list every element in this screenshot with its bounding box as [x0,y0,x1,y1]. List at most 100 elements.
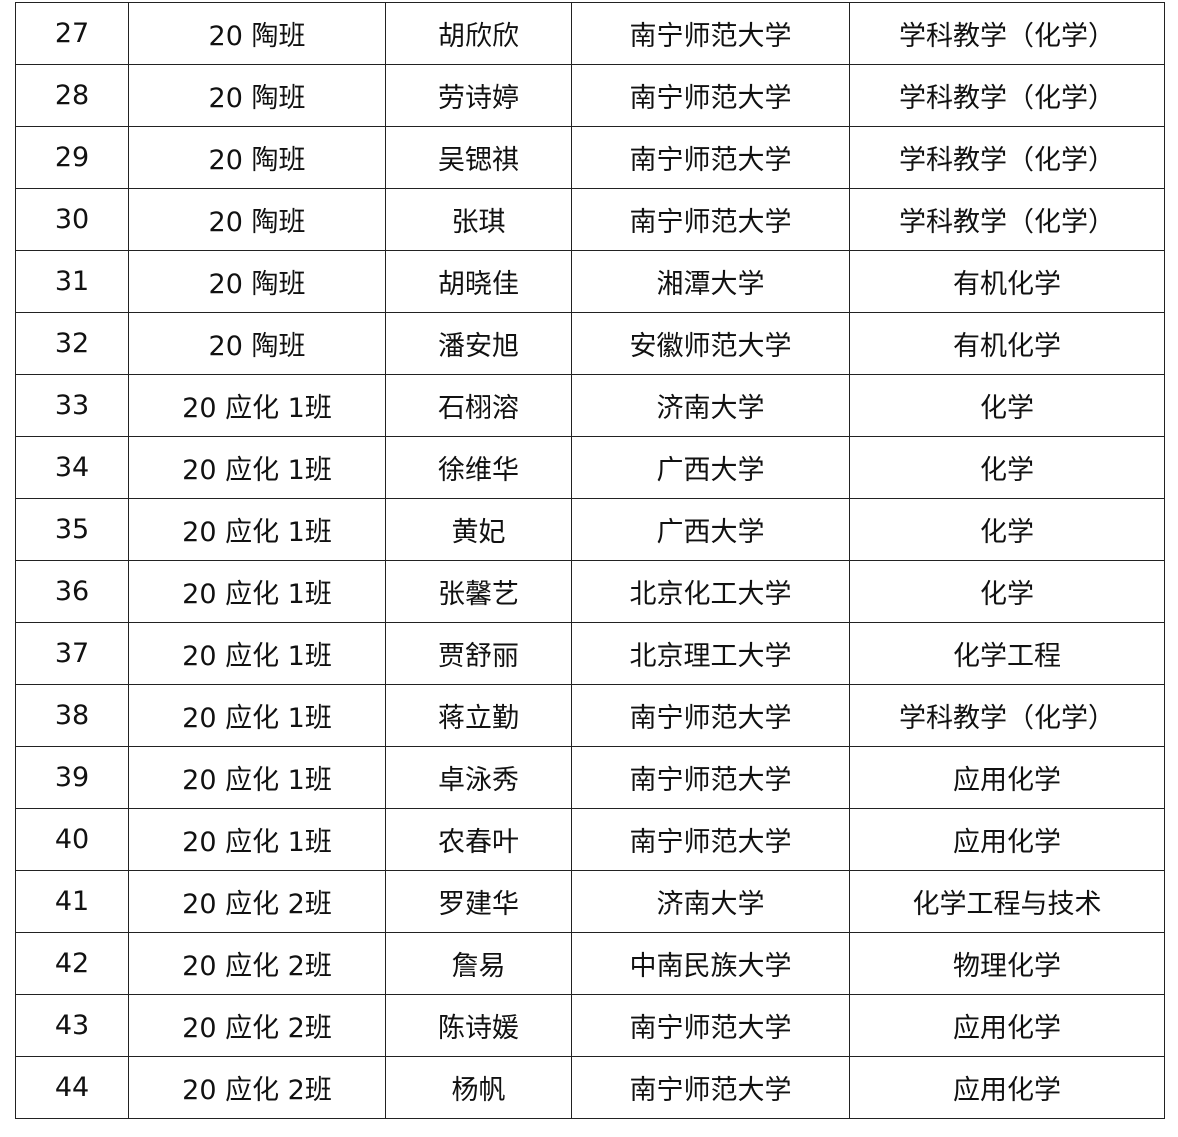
university-cell: 济南大学 [571,374,850,437]
row-number-cell: 31 [15,250,129,313]
class-name-cell: 20 陶班 [128,2,386,65]
table-row: 29 20 陶班 吴锶祺 南宁师范大学 学科教学（化学） [15,126,1165,189]
table-row: 28 20 陶班 劳诗婷 南宁师范大学 学科教学（化学） [15,64,1165,127]
table-row: 32 20 陶班 潘安旭 安徽师范大学 有机化学 [15,312,1165,375]
student-name-cell: 劳诗婷 [385,64,572,127]
table-row: 27 20 陶班 胡欣欣 南宁师范大学 学科教学（化学） [15,2,1165,65]
row-number-cell: 32 [15,312,129,375]
major-cell: 化学 [849,498,1165,561]
university-cell: 南宁师范大学 [571,746,850,809]
university-cell: 湘潭大学 [571,250,850,313]
row-number-cell: 30 [15,188,129,251]
row-number-cell: 35 [15,498,129,561]
row-number-cell: 28 [15,64,129,127]
row-number-cell: 34 [15,436,129,499]
university-cell: 南宁师范大学 [571,188,850,251]
class-name-cell: 20 应化 1班 [128,622,386,685]
major-cell: 化学 [849,374,1165,437]
university-cell: 安徽师范大学 [571,312,850,375]
student-name-cell: 卓泳秀 [385,746,572,809]
class-name-cell: 20 应化 2班 [128,870,386,933]
student-name-cell: 黄妃 [385,498,572,561]
class-name-cell: 20 应化 1班 [128,684,386,747]
student-name-cell: 石栩溶 [385,374,572,437]
major-cell: 化学工程 [849,622,1165,685]
row-number-cell: 42 [15,932,129,995]
table-row: 43 20 应化 2班 陈诗媛 南宁师范大学 应用化学 [15,994,1165,1057]
major-cell: 物理化学 [849,932,1165,995]
major-cell: 化学 [849,436,1165,499]
table-row: 37 20 应化 1班 贾舒丽 北京理工大学 化学工程 [15,622,1165,685]
table-row: 36 20 应化 1班 张馨艺 北京化工大学 化学 [15,560,1165,623]
student-name-cell: 吴锶祺 [385,126,572,189]
university-cell: 济南大学 [571,870,850,933]
class-name-cell: 20 陶班 [128,250,386,313]
major-cell: 化学 [849,560,1165,623]
row-number-cell: 41 [15,870,129,933]
table-row: 34 20 应化 1班 徐维华 广西大学 化学 [15,436,1165,499]
major-cell: 应用化学 [849,808,1165,871]
student-name-cell: 杨帆 [385,1056,572,1119]
class-name-cell: 20 应化 1班 [128,560,386,623]
major-cell: 学科教学（化学） [849,684,1165,747]
student-name-cell: 贾舒丽 [385,622,572,685]
class-name-cell: 20 应化 1班 [128,498,386,561]
table-row: 42 20 应化 2班 詹易 中南民族大学 物理化学 [15,932,1165,995]
major-cell: 有机化学 [849,312,1165,375]
row-number-cell: 36 [15,560,129,623]
admission-table: 27 20 陶班 胡欣欣 南宁师范大学 学科教学（化学） 28 20 陶班 劳诗婷 南宁师范大学… [15,2,1165,1119]
class-name-cell: 20 陶班 [128,126,386,189]
student-name-cell: 农春叶 [385,808,572,871]
row-number-cell: 33 [15,374,129,437]
student-name-cell: 张馨艺 [385,560,572,623]
major-cell: 应用化学 [849,994,1165,1057]
university-cell: 广西大学 [571,498,850,561]
class-name-cell: 20 陶班 [128,312,386,375]
row-number-cell: 38 [15,684,129,747]
university-cell: 南宁师范大学 [571,808,850,871]
student-name-cell: 罗建华 [385,870,572,933]
class-name-cell: 20 应化 2班 [128,932,386,995]
university-cell: 广西大学 [571,436,850,499]
major-cell: 学科教学（化学） [849,2,1165,65]
row-number-cell: 44 [15,1056,129,1119]
row-number-cell: 40 [15,808,129,871]
row-number-cell: 43 [15,994,129,1057]
university-cell: 南宁师范大学 [571,994,850,1057]
class-name-cell: 20 应化 1班 [128,808,386,871]
university-cell: 北京化工大学 [571,560,850,623]
university-cell: 南宁师范大学 [571,126,850,189]
class-name-cell: 20 陶班 [128,64,386,127]
class-name-cell: 20 应化 1班 [128,374,386,437]
student-name-cell: 徐维华 [385,436,572,499]
table-row: 39 20 应化 1班 卓泳秀 南宁师范大学 应用化学 [15,746,1165,809]
row-number-cell: 27 [15,2,129,65]
major-cell: 学科教学（化学） [849,126,1165,189]
class-name-cell: 20 应化 1班 [128,436,386,499]
major-cell: 有机化学 [849,250,1165,313]
major-cell: 应用化学 [849,1056,1165,1119]
class-name-cell: 20 应化 1班 [128,746,386,809]
table-row: 30 20 陶班 张琪 南宁师范大学 学科教学（化学） [15,188,1165,251]
university-cell: 南宁师范大学 [571,1056,850,1119]
student-name-cell: 胡欣欣 [385,2,572,65]
student-name-cell: 张琪 [385,188,572,251]
major-cell: 学科教学（化学） [849,188,1165,251]
student-name-cell: 胡晓佳 [385,250,572,313]
student-name-cell: 蒋立勤 [385,684,572,747]
table-row: 44 20 应化 2班 杨帆 南宁师范大学 应用化学 [15,1056,1165,1119]
table-row: 35 20 应化 1班 黄妃 广西大学 化学 [15,498,1165,561]
class-name-cell: 20 陶班 [128,188,386,251]
row-number-cell: 37 [15,622,129,685]
class-name-cell: 20 应化 2班 [128,1056,386,1119]
student-name-cell: 陈诗媛 [385,994,572,1057]
table-row: 31 20 陶班 胡晓佳 湘潭大学 有机化学 [15,250,1165,313]
university-cell: 南宁师范大学 [571,64,850,127]
row-number-cell: 39 [15,746,129,809]
class-name-cell: 20 应化 2班 [128,994,386,1057]
student-name-cell: 詹易 [385,932,572,995]
row-number-cell: 29 [15,126,129,189]
table-row: 33 20 应化 1班 石栩溶 济南大学 化学 [15,374,1165,437]
major-cell: 化学工程与技术 [849,870,1165,933]
university-cell: 南宁师范大学 [571,2,850,65]
